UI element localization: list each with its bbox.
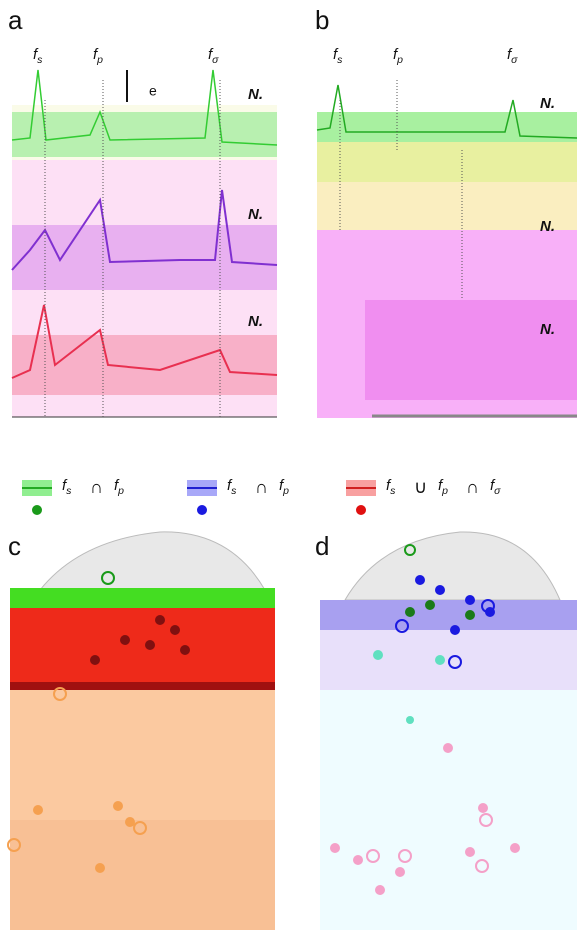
subscript: s <box>390 485 396 497</box>
symbol: f <box>62 477 68 494</box>
legend-swatches <box>22 480 376 515</box>
subscript: s <box>231 485 237 497</box>
math-term: fp <box>438 477 448 497</box>
subscript: p <box>96 54 103 66</box>
symbol: f <box>333 46 339 63</box>
operator: ∩ <box>90 477 103 497</box>
math-term: fs <box>62 477 72 497</box>
subscript: p <box>441 485 448 497</box>
panel-label: c <box>8 531 21 561</box>
subscript: s <box>66 485 72 497</box>
panel-label: d <box>315 531 329 561</box>
math-term: fp <box>279 477 289 497</box>
symbol: f <box>507 46 513 63</box>
subscript: p <box>117 485 124 497</box>
row-label: N. <box>248 313 263 330</box>
symbol: f <box>438 477 444 494</box>
symbol: f <box>227 477 233 494</box>
scale-label: e <box>149 83 157 99</box>
math-term: fσ <box>490 477 501 497</box>
symbol: f <box>208 46 214 63</box>
symbol: f <box>93 46 99 63</box>
operator: ∪ <box>414 477 427 497</box>
math-term: fσ <box>507 46 518 66</box>
math-term: fs <box>33 46 43 66</box>
panel-d-art <box>320 531 577 930</box>
math-term: fσ <box>208 46 219 66</box>
math-term: fp <box>93 46 103 66</box>
symbol: f <box>114 477 120 494</box>
subscript: σ <box>494 485 501 497</box>
subscript: p <box>396 54 403 66</box>
subscript: σ <box>511 54 518 66</box>
symbol: f <box>393 46 399 63</box>
panel-a-art <box>11 69 278 418</box>
symbol: f <box>279 477 285 494</box>
symbol: f <box>386 477 392 494</box>
panel-label: b <box>315 5 329 35</box>
row-label: N. <box>248 86 263 103</box>
panel-b-art <box>316 80 578 418</box>
subscript: p <box>282 485 289 497</box>
symbol: f <box>33 46 39 63</box>
panel-label: a <box>8 5 23 35</box>
math-term: fs <box>386 477 396 497</box>
operator: ∩ <box>466 477 479 497</box>
row-label: N. <box>540 321 555 338</box>
operator: ∩ <box>255 477 268 497</box>
panel-c-art <box>7 531 275 930</box>
subscript: σ <box>212 54 219 66</box>
math-term: fp <box>114 477 124 497</box>
row-label: N. <box>540 218 555 235</box>
math-term: fs <box>333 46 343 66</box>
symbol: f <box>490 477 496 494</box>
subscript: s <box>337 54 343 66</box>
row-label: N. <box>248 206 263 223</box>
math-term: fs <box>227 477 237 497</box>
math-term: fp <box>393 46 403 66</box>
row-label: N. <box>540 95 555 112</box>
subscript: s <box>37 54 43 66</box>
